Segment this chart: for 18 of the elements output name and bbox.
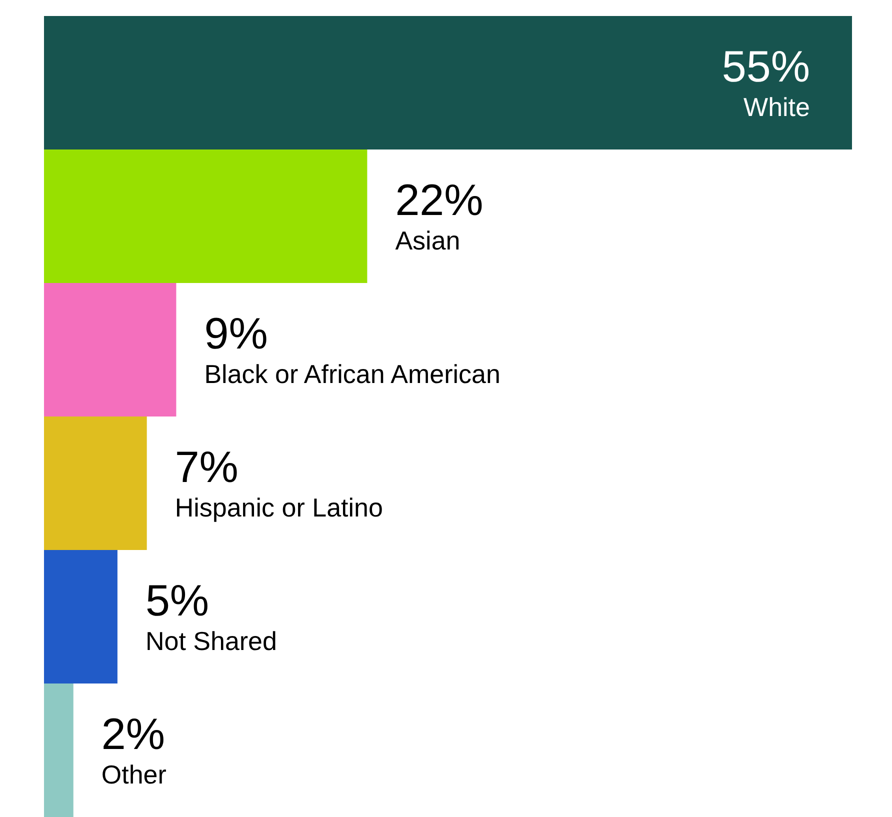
bar xyxy=(44,16,852,150)
data-label: 22% xyxy=(395,176,484,225)
bar xyxy=(44,283,176,416)
y-tick-label: White xyxy=(744,92,810,122)
bar xyxy=(44,684,74,817)
bar xyxy=(44,550,118,684)
bar xyxy=(44,416,147,550)
data-label: 2% xyxy=(101,710,165,759)
data-label: 7% xyxy=(174,442,238,492)
y-tick-label: Hispanic or Latino xyxy=(174,492,383,522)
y-tick-label: Other xyxy=(101,759,167,790)
y-tick-label: Asian xyxy=(395,225,460,256)
bar xyxy=(44,150,368,283)
data-label: 9% xyxy=(204,309,268,358)
data-label: 5% xyxy=(145,576,210,626)
y-tick-label: Black or African American xyxy=(204,358,500,389)
data-label: 55% xyxy=(722,42,810,92)
y-tick-label: Not Shared xyxy=(145,626,277,656)
